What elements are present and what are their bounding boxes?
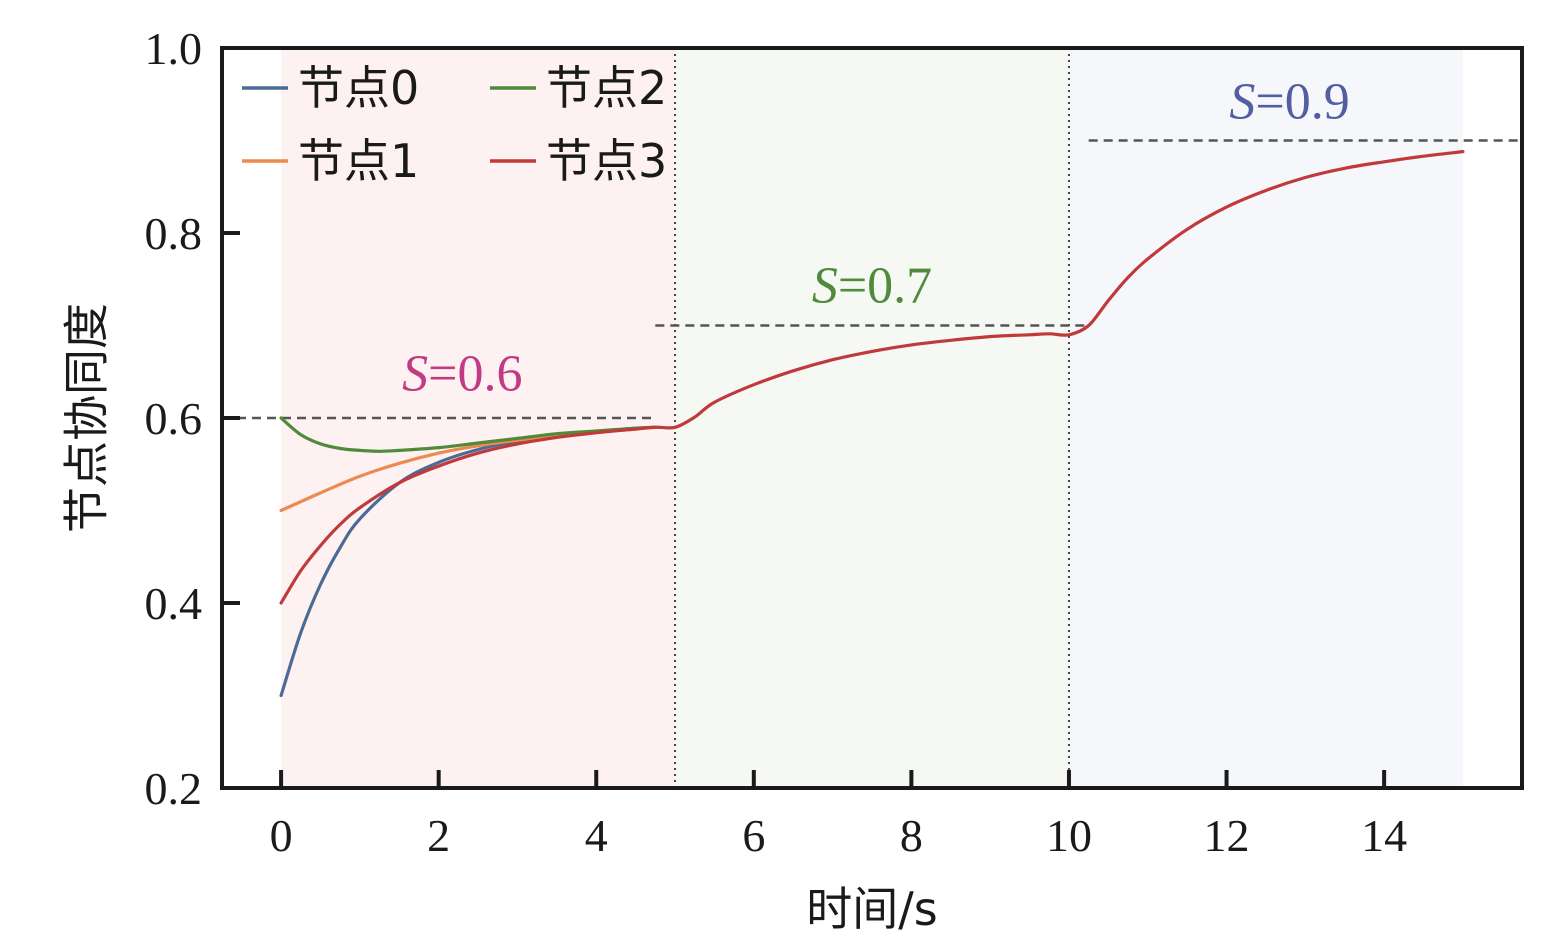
series-line-node3 — [279, 150, 1465, 605]
x-tick-label: 2 — [427, 810, 450, 861]
y-tick-label: 0.2 — [145, 763, 203, 814]
annotation-label-1: S=0.6 — [402, 345, 522, 402]
y-tick-label: 0.6 — [145, 393, 203, 444]
legend-label-node3: 节点3 — [546, 134, 667, 188]
x-tick-label: 8 — [900, 810, 923, 861]
annotation-label-3: S=0.9 — [1229, 73, 1349, 130]
x-tick-label: 6 — [742, 810, 765, 861]
legend-label-node2: 节点2 — [546, 61, 667, 115]
y-tick-label: 1.0 — [145, 23, 203, 74]
x-axis-ticks: 0 2 4 6 8 10 12 14 — [270, 770, 1407, 861]
phase-region-3 — [1068, 48, 1463, 788]
y-tick-label: 0.4 — [145, 578, 203, 629]
x-axis-title: 时间/s — [806, 882, 937, 936]
x-tick-label: 10 — [1046, 810, 1092, 861]
x-tick-label: 12 — [1204, 810, 1250, 861]
phase-region-2 — [675, 48, 1069, 788]
phase-backgrounds — [281, 48, 1463, 788]
legend: 节点0 节点1 节点2 节点3 — [242, 61, 667, 188]
legend-label-node1: 节点1 — [298, 134, 419, 188]
y-tick-label: 0.8 — [145, 208, 203, 259]
legend-label-node0: 节点0 — [298, 61, 419, 115]
annotations: S=0.6 S=0.7 S=0.9 — [402, 73, 1350, 402]
y-axis-title: 节点协同度 — [60, 303, 114, 533]
series-lines — [279, 150, 1465, 698]
x-tick-label: 0 — [270, 810, 293, 861]
reference-lines — [222, 139, 1522, 420]
series-line-node2 — [279, 416, 657, 453]
x-tick-label: 4 — [585, 810, 608, 861]
x-tick-label: 14 — [1361, 810, 1407, 861]
annotation-label-2: S=0.7 — [812, 257, 932, 314]
y-axis-ticks: 0.2 0.4 0.6 0.8 1.0 — [145, 23, 240, 814]
